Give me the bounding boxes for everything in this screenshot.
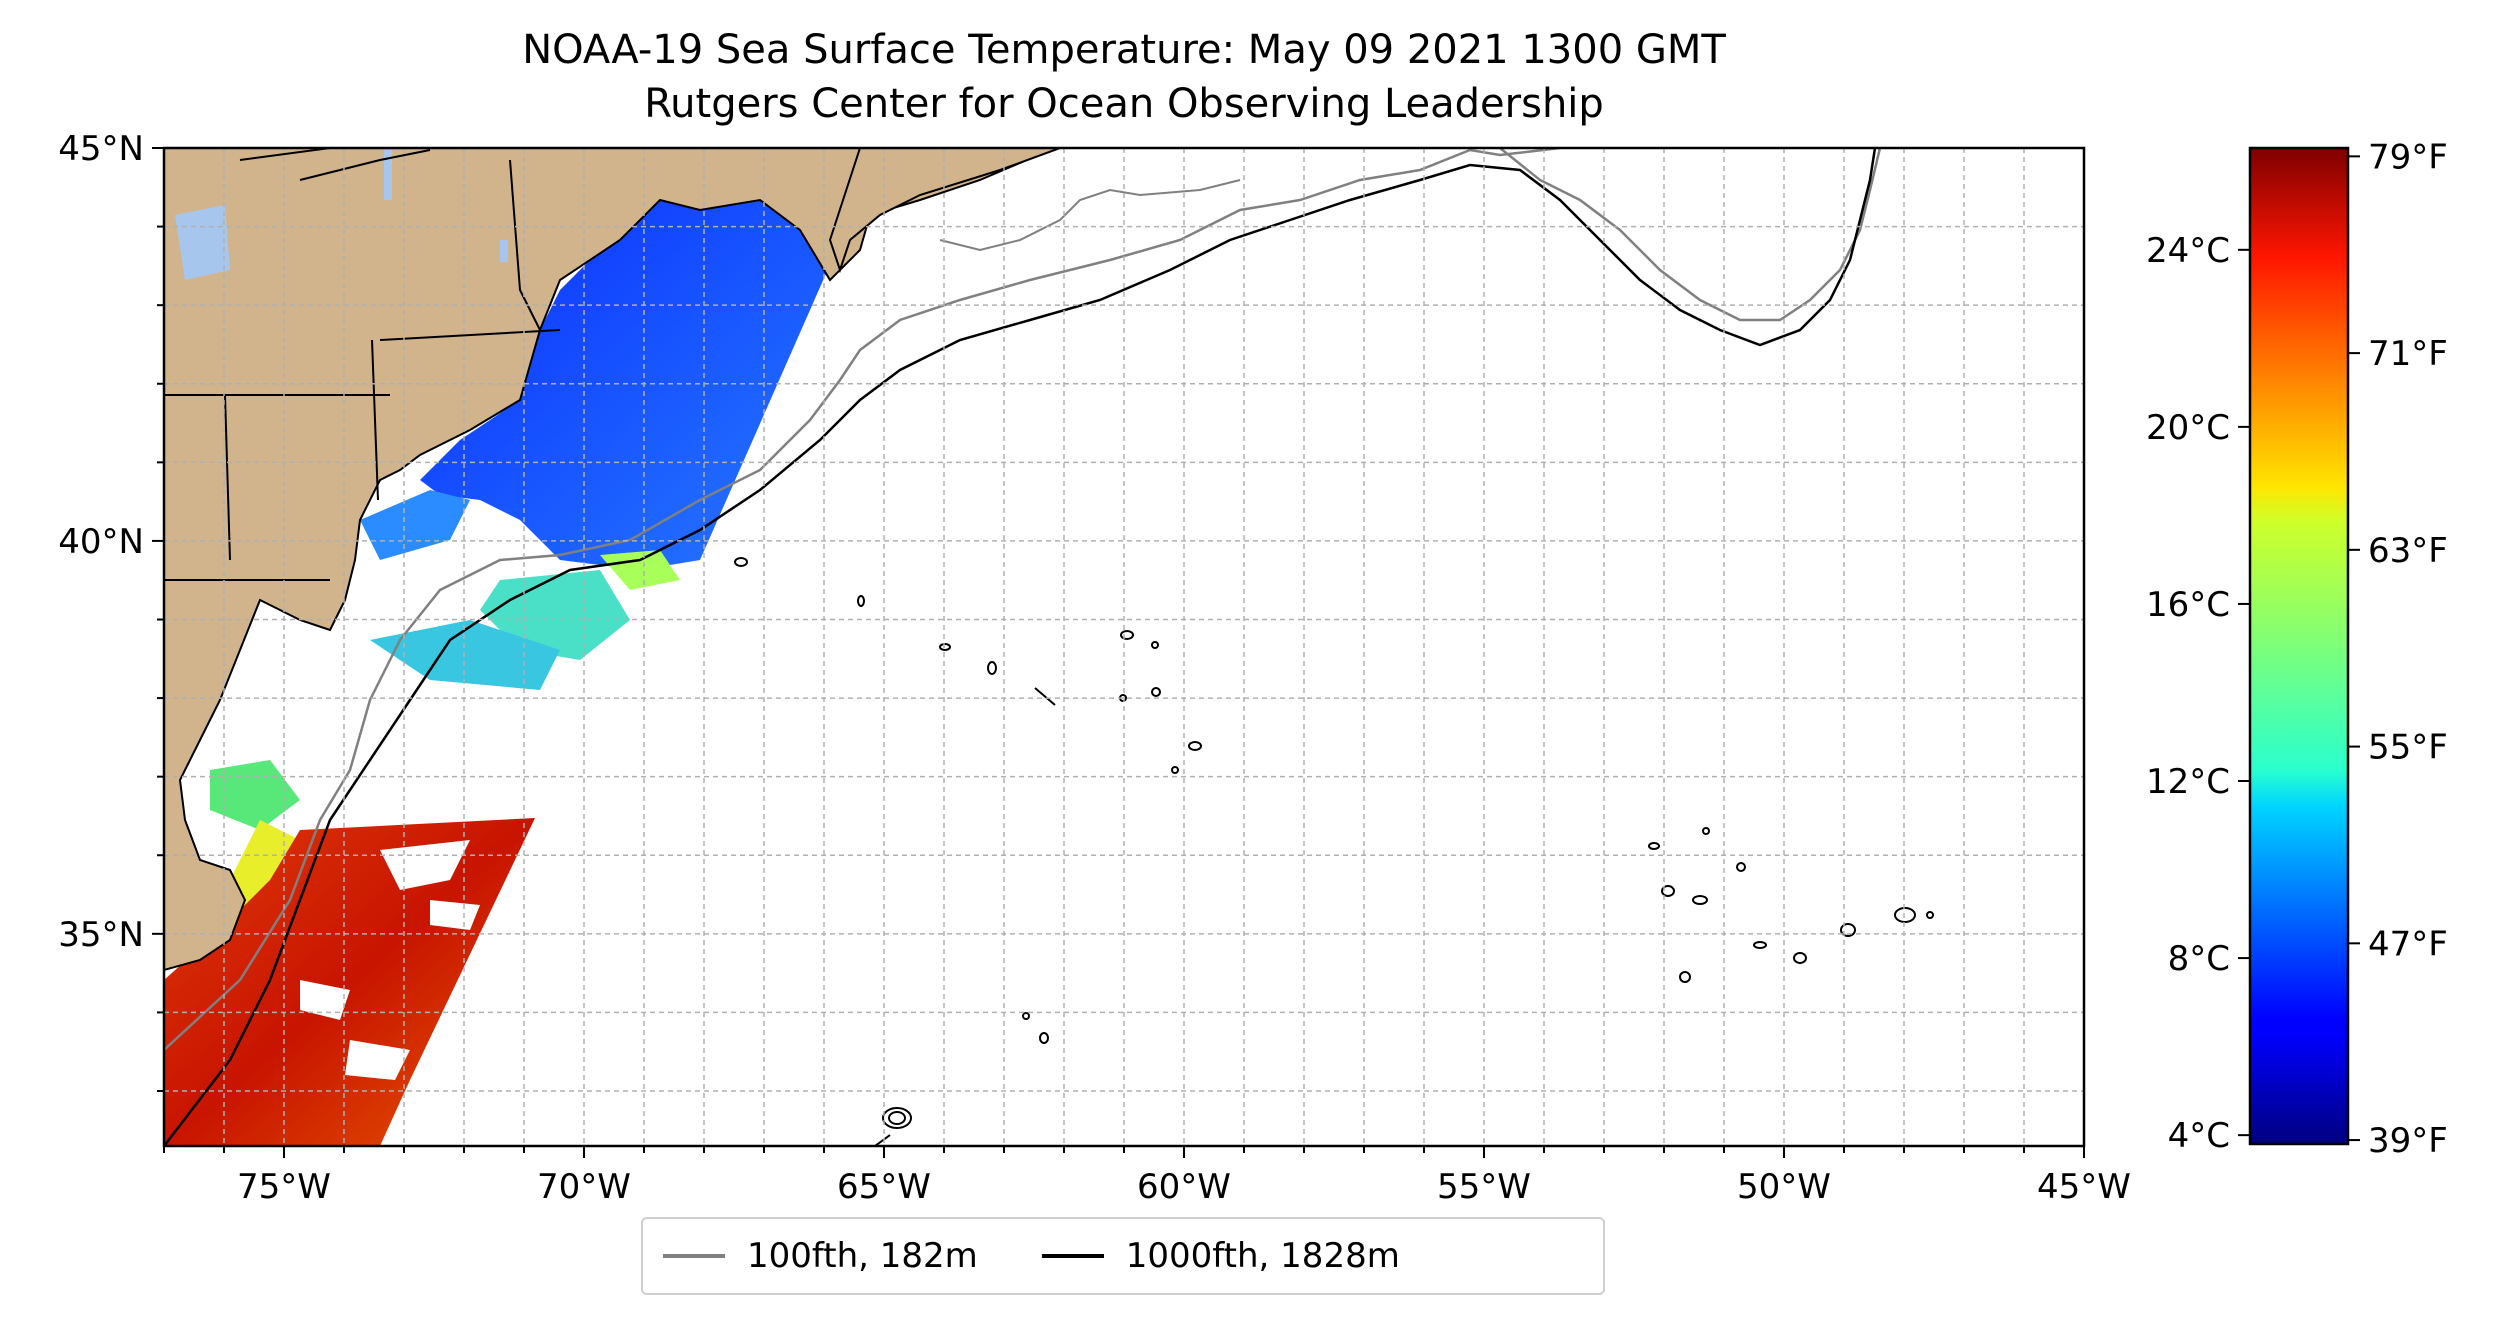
land-northeast — [164, 148, 1056, 972]
isobath-1000fth — [164, 148, 1877, 1146]
lon-tick-label: 60°W — [1137, 1167, 1231, 1207]
lon-tick-label: 50°W — [1737, 1167, 1831, 1207]
colorbar-celsius-axis: 4°C 8°C 12°C 16°C 20°C 24°C — [2146, 231, 2250, 1156]
legend-entry-1000fth: 1000fth, 1828m — [1022, 1236, 1400, 1276]
sst-gulf-stream — [164, 818, 535, 1146]
legend-label-100fth: 100fth, 182m — [747, 1236, 978, 1276]
lon-tick-label: 45°W — [2037, 1167, 2131, 1207]
isobath-100fth-banks — [1499, 148, 1882, 322]
fahrenheit-tick-label: 79°F — [2368, 137, 2448, 177]
seamounts — [734, 557, 1934, 1146]
colorbar: 4°C 8°C 12°C 16°C 20°C 24°C 39°F 47°F 55°F 63°F 7… — [2146, 137, 2448, 1161]
lat-tick-label: 35°N — [58, 915, 144, 955]
colorbar-gradient — [2248, 146, 2350, 1146]
map-subtitle: Rutgers Center for Ocean Observing Leade… — [644, 81, 1604, 127]
celsius-tick-label: 20°C — [2146, 408, 2230, 448]
sst-shelf-patch — [360, 490, 470, 560]
cloud-gap-1 — [380, 840, 470, 890]
map-title: NOAA-19 Sea Surface Temperature: May 09 … — [522, 27, 1726, 73]
lat-tick-label: 45°N — [58, 129, 144, 169]
sst-shelf-teal — [370, 620, 560, 690]
legend-entry-100fth: 100fth, 182m — [643, 1236, 978, 1276]
state-borders — [164, 148, 561, 581]
fahrenheit-tick-label: 63°F — [2368, 531, 2448, 571]
inland-water — [175, 205, 230, 280]
latitude-axis: 45°N 40°N 35°N — [58, 129, 164, 1092]
celsius-tick-label: 4°C — [2168, 1116, 2230, 1156]
cloud-gap-2 — [300, 980, 350, 1020]
sst-shelf-warm — [600, 550, 680, 590]
legend: 100fth, 182m 1000fth, 1828m — [641, 1217, 1605, 1295]
inland-water — [384, 150, 392, 200]
inland-water — [500, 240, 508, 262]
gridlines — [164, 148, 2084, 1146]
isobath-100fth-shelf — [939, 179, 1241, 252]
cloud-gap-3 — [345, 1040, 410, 1080]
lon-tick-label: 55°W — [1437, 1167, 1531, 1207]
land-canada — [828, 148, 1061, 274]
celsius-tick-label: 24°C — [2146, 231, 2230, 271]
lon-tick-label: 70°W — [537, 1167, 631, 1207]
fahrenheit-tick-label: 55°F — [2368, 728, 2448, 768]
celsius-tick-label: 12°C — [2146, 762, 2230, 802]
legend-swatch-1000fth — [1041, 1254, 1104, 1258]
celsius-tick-label: 8°C — [2168, 939, 2230, 979]
celsius-tick-label: 16°C — [2146, 585, 2230, 625]
fahrenheit-tick-label: 71°F — [2368, 334, 2448, 374]
longitude-axis: 75°W 70°W 65°W 60°W 55°W 50°W 45°W — [163, 1146, 2131, 1207]
map-area — [164, 148, 2084, 1146]
legend-swatch-100fth — [663, 1254, 725, 1258]
isobath-100fth — [164, 148, 1561, 1051]
colorbar-fahrenheit-axis: 39°F 47°F 55°F 63°F 71°F 79°F — [2348, 137, 2448, 1161]
fahrenheit-tick-label: 39°F — [2368, 1121, 2448, 1161]
lat-tick-label: 40°N — [58, 522, 144, 562]
fahrenheit-tick-label: 47°F — [2368, 924, 2448, 964]
cloud-gap-4 — [430, 900, 480, 930]
lon-tick-label: 65°W — [837, 1167, 931, 1207]
sst-coastal-green — [210, 760, 300, 830]
sst-swath-north — [420, 148, 872, 570]
lon-tick-label: 75°W — [237, 1167, 331, 1207]
legend-label-1000fth: 1000fth, 1828m — [1125, 1236, 1400, 1276]
